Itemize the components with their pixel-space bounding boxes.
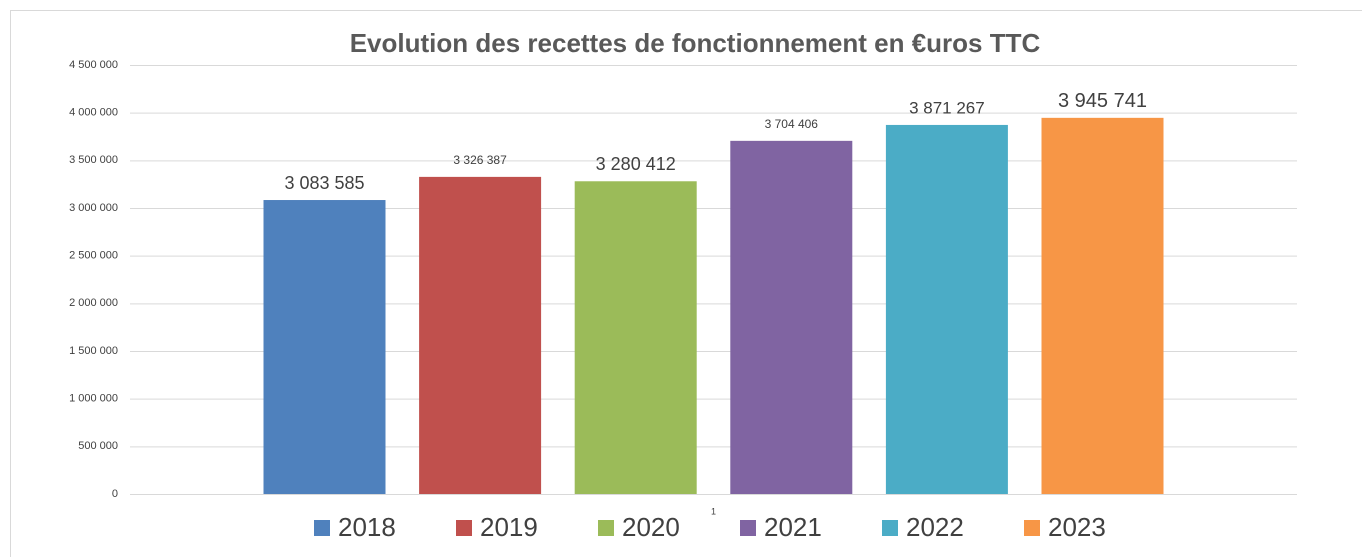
y-tick-label: 2 500 000	[69, 250, 118, 262]
legend-label: 2019	[480, 512, 538, 542]
y-tick-label: 3 500 000	[69, 154, 118, 166]
legend-swatch	[1024, 520, 1040, 536]
bar	[419, 176, 542, 494]
data-label: 3 704 406	[765, 117, 819, 131]
legend-swatch	[740, 520, 756, 536]
legend-swatch	[882, 520, 898, 536]
legend-label: 2023	[1048, 512, 1106, 542]
data-label: 3 871 267	[909, 98, 985, 117]
y-tick-label: 3 000 000	[69, 202, 118, 214]
data-label: 3 083 585	[284, 173, 364, 193]
y-tick-label: 1 000 000	[69, 393, 118, 405]
y-tick-label: 0	[112, 488, 118, 500]
legend-label: 2021	[764, 512, 822, 542]
chart-border	[10, 10, 1362, 557]
y-tick-label: 2 000 000	[69, 297, 118, 309]
x-tick-label: 1	[711, 506, 716, 516]
y-tick-label: 4 000 000	[69, 107, 118, 119]
data-label: 3 280 412	[596, 154, 676, 174]
bar	[263, 200, 386, 495]
data-label: 3 945 741	[1058, 90, 1147, 112]
legend-swatch	[314, 520, 330, 536]
legend-swatch	[598, 520, 614, 536]
legend-label: 2018	[338, 512, 396, 542]
bar	[1041, 117, 1164, 494]
legend-label: 2020	[622, 512, 680, 542]
chart-title: Evolution des recettes de fonctionnement…	[350, 28, 1041, 58]
bar	[885, 124, 1008, 494]
y-tick-label: 500 000	[78, 440, 118, 452]
data-label: 3 326 387	[453, 153, 507, 167]
bar	[574, 181, 697, 494]
bar	[730, 140, 853, 495]
y-tick-label: 4 500 000	[69, 59, 118, 71]
legend-swatch	[456, 520, 472, 536]
legend-label: 2022	[906, 512, 964, 542]
y-tick-label: 1 500 000	[69, 345, 118, 357]
